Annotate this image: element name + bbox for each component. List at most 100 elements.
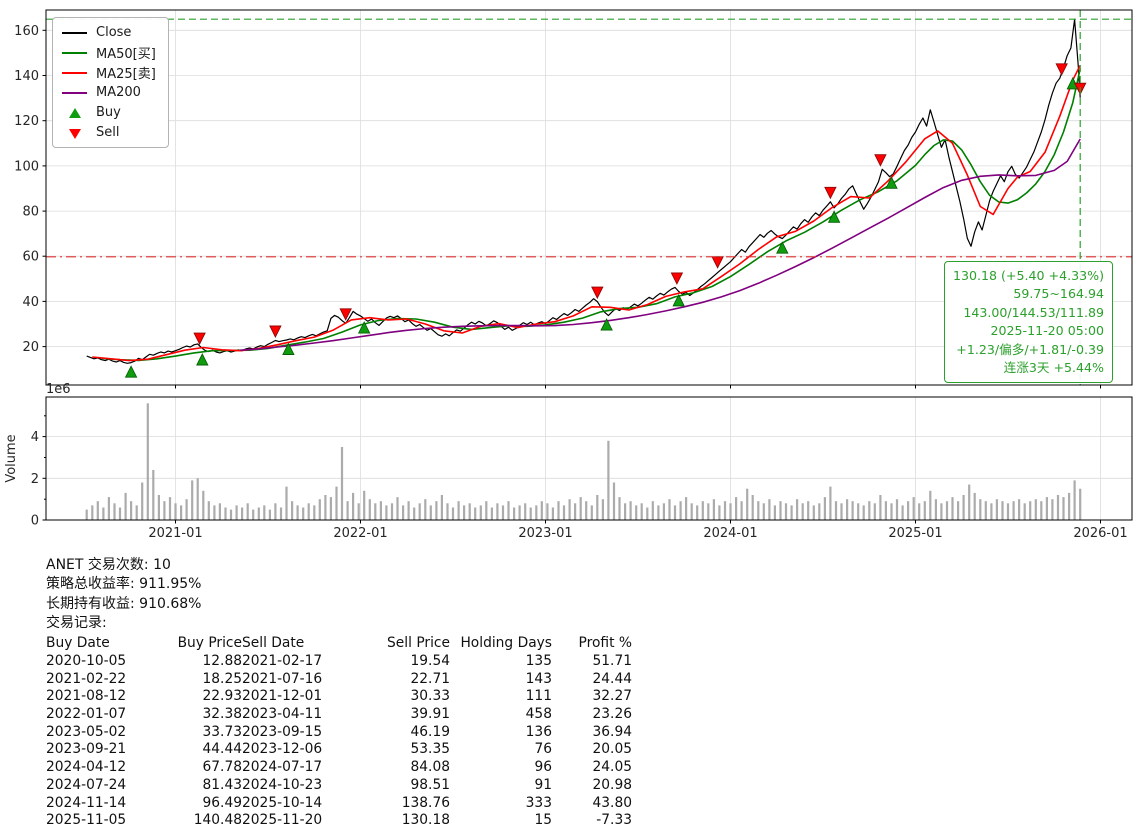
cell-buy-price: 140.48 xyxy=(193,812,242,829)
table-row: 2025-11-05 140.48 2025-11-20 130.18 15 -7.33 xyxy=(46,812,632,830)
cell-sell-date: 2024-07-17 xyxy=(242,759,323,776)
x-tick-label: 2022-01 xyxy=(333,526,387,541)
y-tick-label: 120 xyxy=(14,114,39,129)
cell-buy-price: 22.93 xyxy=(202,688,243,705)
cell-holding-days: 143 xyxy=(525,670,552,687)
y-tick-label: 60 xyxy=(22,250,39,265)
ma25-line xyxy=(92,64,1081,362)
legend-item-idx0: Close xyxy=(60,23,156,42)
cell-holding-days: 15 xyxy=(534,812,552,829)
stat-trade-count: ANET 交易次数: 10 xyxy=(46,557,171,573)
table-row: 2024-04-12 67.78 2024-07-17 84.08 96 24.05 xyxy=(46,759,632,777)
cell-holding-days: 96 xyxy=(534,759,552,776)
cell-holding-days: 91 xyxy=(534,776,552,793)
col-header-holding-days: Holding Days xyxy=(460,635,552,652)
tick-marks xyxy=(42,415,1101,524)
cell-buy-price: 32.38 xyxy=(202,706,243,722)
y-tick-label: 2 xyxy=(31,472,39,487)
table-row: 2021-02-22 18.25 2021-07-16 22.71 143 24.44 xyxy=(46,671,632,689)
cell-profit-pct: 36.94 xyxy=(592,723,633,740)
sell-marker xyxy=(874,154,887,167)
y-tick-label: 4 xyxy=(31,430,39,445)
cell-holding-days: 333 xyxy=(525,794,552,811)
cell-sell-price: 98.51 xyxy=(410,776,451,793)
price-volume-chart: 20 40 60 80 100 120 140 160 0 2 4 2021-01 2022-01 202… xyxy=(4,9,1133,541)
tick-marks xyxy=(42,29,1101,389)
col-header-buy-date: Buy Date xyxy=(46,635,110,652)
ma200-line xyxy=(240,138,1081,351)
cell-buy-date: 2025-11-05 xyxy=(46,812,127,829)
cell-sell-date: 2024-10-23 xyxy=(242,776,323,793)
cell-buy-date: 2024-11-14 xyxy=(46,794,127,811)
price-axes: 20 40 60 80 100 120 140 160 xyxy=(14,9,1133,389)
grid-lines xyxy=(46,10,1132,385)
buy-marker xyxy=(124,365,138,378)
col-header-sell-price: Sell Price xyxy=(387,635,450,652)
sell-marker xyxy=(193,332,206,346)
buy-marker xyxy=(357,321,371,334)
x-tick-label: 2021-01 xyxy=(148,526,202,541)
cell-sell-price: 30.33 xyxy=(410,688,451,705)
cell-profit-pct: 20.05 xyxy=(592,741,633,758)
legend-line-sample xyxy=(62,71,87,74)
legend-label: Buy xyxy=(96,105,121,120)
col-header-sell-date: Sell Date xyxy=(242,635,305,652)
annotation-line: 59.75~164.94 xyxy=(1013,286,1104,302)
cell-sell-price: 130.18 xyxy=(401,812,450,829)
cell-profit-pct: 51.71 xyxy=(592,652,633,669)
buy-marker xyxy=(827,210,841,223)
cell-sell-date: 2023-12-06 xyxy=(242,741,323,758)
axis-offset-label: 1e6 xyxy=(46,382,71,397)
cell-sell-date: 2025-10-14 xyxy=(242,794,323,811)
cell-holding-days: 76 xyxy=(534,741,552,758)
volume-axes: 0 2 4 2021-01 2022-01 2023-01 2024-01 2025-01 20… xyxy=(4,382,1133,541)
table-row: 2020-10-05 12.88 2021-02-17 19.54 135 51.71 xyxy=(46,653,632,671)
legend-label: MA50[买] xyxy=(96,47,156,62)
tick-labels: 20 40 60 80 100 120 140 160 xyxy=(14,24,39,355)
sell-marker xyxy=(269,325,282,339)
legend-triangle-down-icon xyxy=(69,128,81,139)
annotation-line: 130.18 (+5.40 +4.33%) xyxy=(952,268,1104,283)
buy-marker xyxy=(282,342,295,355)
axes-border xyxy=(45,9,1133,386)
legend-label: MA25[卖] xyxy=(96,67,156,82)
buy-marker xyxy=(196,352,209,366)
cell-profit-pct: 24.05 xyxy=(592,759,633,776)
sell-marker xyxy=(339,308,352,321)
annotation-line: 2025-11-20 05:00 xyxy=(990,323,1105,339)
y-tick-label: 80 xyxy=(22,205,39,220)
table-row: 2022-01-07 32.38 2023-04-11 39.91 458 23.26 xyxy=(46,706,632,724)
cell-holding-days: 136 xyxy=(525,723,552,740)
cell-sell-date: 2025-11-20 xyxy=(242,812,323,829)
legend-item-idx1: MA50[买] xyxy=(60,43,156,62)
buy-marker xyxy=(776,241,789,254)
cell-buy-date: 2021-08-12 xyxy=(46,688,127,705)
buy-marker xyxy=(600,318,613,331)
legend-label: MA200 xyxy=(96,85,141,100)
sell-marker xyxy=(824,186,837,200)
legend-line-sample xyxy=(62,31,87,34)
x-tick-label: 2024-01 xyxy=(703,526,757,541)
cell-sell-date: 2021-07-16 xyxy=(242,670,323,687)
cell-profit-pct: 24.44 xyxy=(592,670,633,687)
sell-marker xyxy=(591,286,604,300)
cell-holding-days: 111 xyxy=(525,688,552,705)
table-row: 2023-09-21 44.44 2023-12-06 53.35 76 20.05 xyxy=(46,741,632,759)
backtest-summary: ANET 交易次数: 10 策略总收益率: 911.95% 长期持有收益: 91… xyxy=(46,556,632,830)
y-axis-label: Volume xyxy=(4,434,19,482)
legend-line-sample xyxy=(62,51,87,54)
legend-label: Close xyxy=(96,25,132,40)
legend-item-idx4: Buy xyxy=(60,103,156,122)
cell-buy-price: 12.88 xyxy=(202,652,243,669)
cell-buy-price: 81.43 xyxy=(202,776,243,793)
cell-buy-date: 2024-04-12 xyxy=(46,759,127,776)
buy-markers xyxy=(124,76,1080,378)
col-header-profit-pct: Profit % xyxy=(578,635,632,652)
cell-sell-price: 53.35 xyxy=(410,741,451,758)
stat-strategy-return: 策略总收益率: 911.95% xyxy=(46,576,202,593)
cell-holding-days: 458 xyxy=(525,706,552,722)
tick-labels: 0 2 4 2021-01 2022-01 2023-01 2024-01 2025-01 20… xyxy=(31,430,1128,541)
table-row: 2024-11-14 96.49 2025-10-14 138.76 333 43.80 xyxy=(46,795,632,813)
ma50-line xyxy=(101,68,1081,362)
